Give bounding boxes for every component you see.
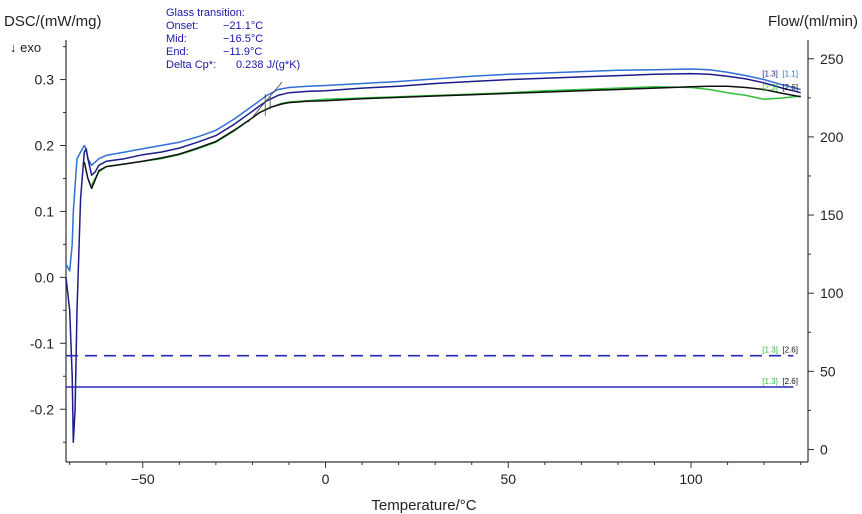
series-line-1: [65, 72, 801, 443]
x-axis-title: Temperature/°C: [371, 497, 476, 514]
annotation-row-value: −16.5°C: [223, 33, 263, 45]
series-line-3: [83, 85, 801, 190]
y-left-tick-label: 0.0: [35, 269, 55, 285]
y-right-tick-label: 200: [820, 129, 844, 145]
axes-layer: −50 0 50 100 -0.2 -0.1 0.0 0.1 0.2 0.3 0 50 100 150 20…: [30, 40, 844, 487]
annotation-row-label: Delta Cp*:: [166, 59, 216, 71]
series-layer: [65, 68, 801, 443]
y-right-tick-label: 0: [820, 441, 828, 457]
x-tick-label: 100: [679, 471, 703, 487]
series-end-tags: [1.3] [1.1] [2.3] [2.6] [1.3] [2.6] [1.3] [2.6]: [762, 69, 798, 386]
y-right-tick-label: 100: [820, 285, 844, 301]
series-end-tag-0: [1.3]: [762, 69, 778, 78]
annotation-row-label: Mid:: [166, 33, 187, 45]
series-line-2: [90, 86, 801, 186]
series-end-tag-1: [1.1]: [782, 69, 798, 78]
annotation-title: Glass transition:: [166, 7, 245, 19]
y-right-tick-label: 250: [820, 51, 844, 67]
series-end-tag-5: [2.6]: [782, 346, 798, 355]
x-tick-label: 50: [500, 471, 516, 487]
annotation-row-label: End:: [166, 46, 189, 58]
annotation-row-value: 0.238 J/(g*K): [236, 59, 300, 71]
series-end-tag-4: [1.3]: [762, 346, 778, 355]
x-tick-label: −50: [131, 471, 155, 487]
annotation-row-label: Onset:: [166, 20, 198, 32]
y-left-tick-label: 0.1: [35, 203, 55, 219]
series-end-tag-2: [2.3]: [762, 83, 778, 92]
annotation-row-value: −21.1°C: [223, 20, 263, 32]
series-line-0: [65, 68, 801, 272]
y-left-tick-label: 0.3: [35, 72, 55, 88]
annotation-row-value: −11.9°C: [223, 46, 262, 58]
glass-transition-annotation: Glass transition:Onset: −21.1°C Mid: −16.5°…: [166, 7, 300, 123]
y-left-tick-label: -0.1: [30, 335, 54, 351]
exo-direction-label: ↓ exo: [10, 40, 41, 55]
series-end-tag-7: [2.6]: [782, 377, 798, 386]
y-right-tick-label: 50: [820, 363, 836, 379]
y-left-tick-label: 0.2: [35, 138, 55, 154]
y-left-tick-label: -0.2: [30, 401, 54, 417]
y-axis-left-title: DSC/(mW/mg): [4, 13, 102, 30]
y-right-tick-label: 150: [820, 207, 844, 223]
series-end-tag-3: [2.6]: [782, 83, 798, 92]
series-end-tag-6: [1.3]: [762, 377, 778, 386]
y-axis-right-title: Flow/(ml/min): [768, 13, 858, 30]
x-tick-label: 0: [322, 471, 330, 487]
